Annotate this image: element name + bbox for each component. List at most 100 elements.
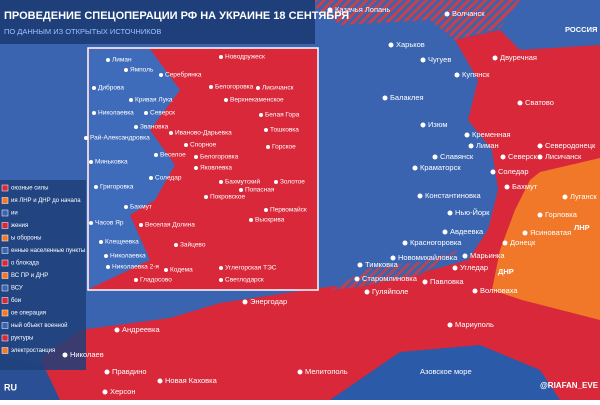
city-marker (537, 212, 543, 218)
legend-item: руктуры (11, 336, 33, 342)
inset-marker (144, 111, 148, 115)
inset-label: Диброва (98, 84, 124, 92)
city-label: Тимковка (365, 260, 399, 269)
inset-label: Кривая Лука (135, 97, 173, 104)
inset-label: Спорное (190, 142, 217, 149)
republic-area (492, 158, 600, 320)
city-label: Лисичанск (545, 152, 582, 161)
inset-marker (174, 243, 178, 247)
inset-marker (139, 223, 143, 227)
city-label: Гуляйполе (372, 287, 408, 296)
city-marker (62, 352, 68, 358)
inset-label: Яковлевка (200, 165, 232, 172)
city-marker (420, 122, 426, 128)
city-marker (517, 100, 523, 106)
inset-label: Серебрянка (165, 71, 202, 79)
inset-label: Зайцево (180, 241, 206, 249)
inset-label: Гладосово (140, 277, 172, 284)
city-marker (242, 299, 248, 305)
city-marker (102, 389, 108, 395)
inset-label: Светлодарск (225, 277, 264, 284)
city-label: Энергодар (250, 297, 287, 306)
inset-label: Первомайск (270, 206, 307, 214)
legend-item: ии (11, 211, 18, 217)
legend-swatch (1, 297, 9, 304)
inset-label: Белогоровка (215, 84, 254, 91)
legend-swatch (1, 184, 9, 192)
inset-label: Николаевка (98, 110, 134, 117)
inset-label: Золотое (280, 179, 305, 186)
inset-marker (204, 195, 208, 199)
city-label: Нью-Йорк (455, 208, 490, 217)
city-marker (504, 184, 510, 190)
inset-label: Миньковка (95, 159, 128, 166)
city-label: Марьинка (470, 251, 505, 260)
city-label: Двуречная (500, 53, 537, 62)
city-label: Правдино (112, 367, 147, 376)
inset-marker (239, 188, 243, 192)
city-marker (444, 11, 450, 17)
city-marker (452, 265, 458, 271)
city-label: Чугуев (428, 55, 451, 64)
city-marker (412, 165, 418, 171)
city-label: Новомихайловка (398, 253, 458, 262)
city-marker (562, 194, 568, 200)
city-label: Донецк (510, 238, 536, 247)
inset-marker (129, 98, 133, 102)
legend-swatch (1, 259, 9, 267)
inset-label: Григоровка (100, 184, 134, 191)
city-label: Северодонецк (545, 141, 596, 150)
inset-marker (94, 185, 98, 189)
city-label: Новая Каховка (165, 376, 218, 385)
inset-marker (184, 143, 188, 147)
legend-swatch (1, 284, 9, 292)
inset-label: Соледар (155, 175, 182, 182)
city-marker (327, 7, 333, 13)
inset-marker (92, 111, 96, 115)
city-label: Бахмут (512, 182, 538, 191)
inset-label: Новодружеск (225, 54, 265, 61)
legend-swatch (1, 322, 9, 329)
inset-label: Белая Гора (265, 112, 300, 119)
city-label: Лиман (476, 141, 499, 150)
inset-label: Тошковка (270, 127, 299, 134)
title-box (0, 0, 315, 44)
city-label: Купянск (462, 70, 490, 79)
inset-label: Выскрива (255, 217, 285, 224)
inset-marker (99, 240, 103, 244)
inset-label: Ямполь (130, 67, 154, 74)
city-marker (490, 169, 496, 175)
city-label: Соледар (498, 167, 529, 176)
inset-marker (106, 265, 110, 269)
inset-label: Углегорская ТЭС (225, 265, 277, 272)
city-label: Казачья Лопань (335, 5, 390, 14)
inset-marker (194, 166, 198, 170)
legend-item: о блокада (11, 261, 40, 267)
city-marker (402, 240, 408, 246)
legend-swatch (1, 197, 9, 204)
inset-marker (92, 86, 96, 90)
inset-marker (164, 268, 168, 272)
inset-label: Лисичанск (262, 85, 294, 92)
city-label: Северск (508, 152, 538, 161)
legend-item: ое операция (11, 311, 46, 317)
inset-marker (89, 221, 93, 225)
city-marker (464, 132, 470, 138)
city-marker (502, 240, 508, 246)
inset-marker (209, 85, 213, 89)
legend-item: ный объект военной (11, 322, 68, 329)
city-label: Старомлиновка (362, 274, 418, 283)
city-marker (462, 253, 468, 259)
legend-item: оюзные силы (11, 186, 48, 192)
inset-label: Звановка (140, 124, 169, 131)
city-marker (447, 322, 453, 328)
handle: @RIAFAN_EVE (540, 381, 599, 390)
legend-item: бои (11, 298, 21, 304)
inset-marker (84, 136, 88, 140)
inset-marker (124, 68, 128, 72)
inset-label: Бахмут (130, 204, 152, 211)
inset-marker (274, 180, 278, 184)
inset-label: Лиман (112, 57, 132, 64)
legend-item: ВСУ (11, 286, 23, 292)
city-label: Андреевка (122, 325, 160, 334)
